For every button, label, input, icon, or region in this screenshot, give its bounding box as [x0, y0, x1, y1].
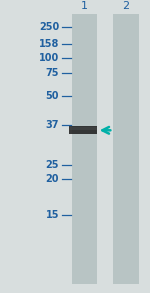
Text: 37: 37 [46, 120, 59, 130]
Text: 50: 50 [46, 91, 59, 101]
Text: 1: 1 [81, 1, 88, 11]
Text: 20: 20 [46, 174, 59, 184]
Text: 2: 2 [122, 1, 130, 11]
Bar [70, 127, 97, 130]
Text: 100: 100 [39, 53, 59, 63]
Text: 158: 158 [39, 39, 59, 49]
Text: 75: 75 [46, 68, 59, 78]
Text: 250: 250 [39, 22, 59, 32]
Bar [69, 126, 98, 134]
Text: 25: 25 [46, 160, 59, 170]
Text: 15: 15 [46, 210, 59, 220]
Bar [113, 14, 139, 285]
Bar [72, 14, 98, 285]
